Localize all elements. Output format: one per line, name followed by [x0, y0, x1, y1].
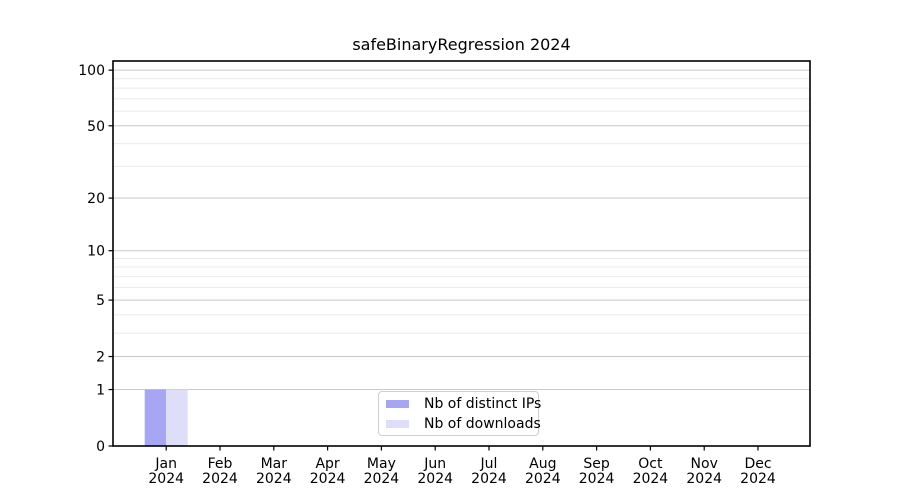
x-tick-label-year: 2024 [310, 471, 346, 487]
x-tick-label-year: 2024 [148, 471, 184, 487]
x-tick-label-month: Sep [583, 456, 610, 472]
x-tick-label-month: Oct [638, 456, 663, 472]
y-tick-label: 20 [87, 191, 105, 207]
x-tick-label-year: 2024 [579, 471, 615, 487]
y-tick-label: 10 [87, 244, 105, 260]
y-tick-label: 0 [96, 439, 105, 455]
x-tick-label-year: 2024 [686, 471, 722, 487]
legend-label-distinct-ips: Nb of distinct IPs [424, 395, 542, 412]
chart-title: safeBinaryRegression 2024 [352, 35, 571, 54]
y-tick-label: 2 [96, 350, 105, 366]
x-tick-label-month: Dec [744, 456, 771, 472]
legend-label-downloads: Nb of downloads [424, 415, 541, 432]
legend: Nb of distinct IPs Nb of downloads [378, 391, 542, 436]
x-tick-label-month: Jan [154, 456, 177, 472]
y-tick-label: 50 [87, 119, 105, 135]
x-tick-label-year: 2024 [202, 471, 238, 487]
plot-border [112, 60, 811, 447]
legend-swatch-downloads [386, 419, 409, 428]
y-tick-label: 5 [96, 293, 105, 309]
x-tick-label-year: 2024 [633, 471, 669, 487]
y-tick-label: 1 [96, 383, 105, 399]
x-tick-label-year: 2024 [364, 471, 400, 487]
x-tick-label-month: Jun [423, 456, 446, 472]
x-tick-label-year: 2024 [740, 471, 776, 487]
x-tick-label-year: 2024 [525, 471, 561, 487]
x-tick-label-month: Nov [691, 456, 718, 472]
x-tick-label-month: Jul [480, 456, 498, 472]
x-tick-label-month: Feb [208, 456, 233, 472]
y-tick-label: 100 [78, 63, 105, 79]
legend-item-downloads: Nb of downloads [386, 415, 541, 432]
x-tick-label-year: 2024 [256, 471, 292, 487]
bar-nb-of-distinct-ips [144, 389, 167, 446]
x-tick-label-month: Mar [261, 456, 288, 472]
x-tick-label-month: Apr [315, 456, 339, 472]
x-tick-label-year: 2024 [417, 471, 453, 487]
x-tick-label-year: 2024 [471, 471, 507, 487]
legend-item-distinct-ips: Nb of distinct IPs [386, 395, 542, 412]
x-tick-label-month: May [367, 456, 396, 472]
x-tick-label-month: Aug [529, 456, 556, 472]
legend-swatch-distinct-ips [386, 399, 409, 408]
bar-nb-of-downloads [166, 389, 188, 446]
